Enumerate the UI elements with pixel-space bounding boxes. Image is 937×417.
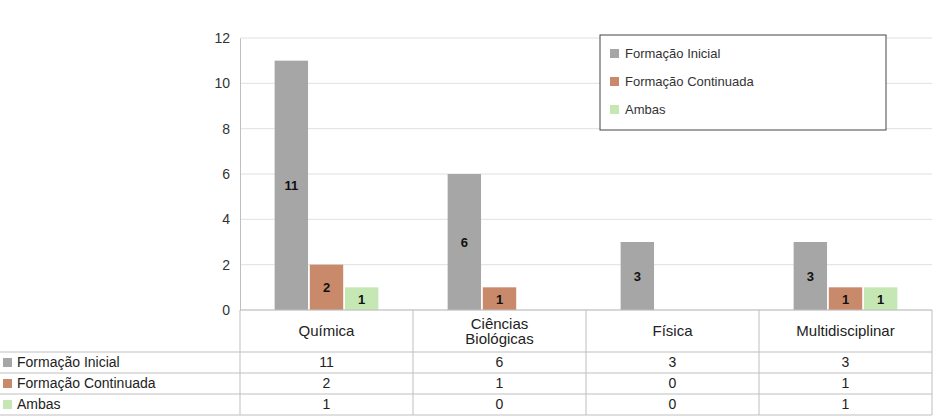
data-label: 1 [496, 292, 503, 307]
x-tick-label: Química [299, 322, 356, 339]
data-table: Química CiênciasBiológicas Física Multidisc… [0, 310, 932, 415]
bar [621, 242, 654, 310]
data-label: 1 [358, 292, 365, 307]
table-border [0, 394, 932, 395]
bar [345, 287, 378, 310]
table-cell: 1 [496, 375, 504, 391]
bar [794, 242, 827, 310]
y-axis: 0 2 4 6 8 10 12 [214, 30, 240, 318]
table-swatch [3, 400, 12, 409]
table-cell: 3 [842, 354, 850, 370]
data-label: 6 [461, 235, 468, 250]
table-border [759, 310, 760, 415]
table-row-label: Formação Inicial [17, 354, 120, 370]
legend-label: Formação Continuada [625, 74, 754, 89]
chart: 0246810121163321111Formação InicialForma… [0, 0, 937, 417]
y-tick: 2 [222, 257, 240, 273]
grid-line [240, 174, 932, 175]
table-border [0, 373, 932, 374]
table-cell: 0 [669, 396, 677, 412]
table-border [586, 310, 587, 415]
y-tick: 0 [222, 302, 240, 318]
table-swatch [3, 379, 12, 388]
x-tick-label: Multidisciplinar [796, 322, 894, 339]
legend-box [600, 35, 886, 130]
grid-line [240, 264, 932, 265]
table-border [932, 310, 933, 415]
y-tick-label: 12 [214, 30, 230, 46]
legend-swatch [610, 105, 619, 114]
table-border [240, 310, 241, 415]
y-tick: 10 [214, 75, 240, 91]
legend-label: Formação Inicial [625, 46, 720, 61]
bar [275, 61, 308, 310]
y-tick: 4 [222, 211, 240, 227]
table-cell: 3 [669, 354, 677, 370]
bar [310, 265, 343, 310]
bar [829, 287, 862, 310]
legend: Formação Inicial Formação Continuada Ambas [600, 35, 886, 130]
table-row-label: Ambas [17, 396, 61, 412]
data-label: 2 [323, 280, 330, 295]
data-label: 1 [877, 292, 884, 307]
table-cell: 6 [496, 354, 504, 370]
y-tick-label: 6 [222, 166, 230, 182]
y-axis-line [240, 39, 241, 311]
grid-line [240, 219, 932, 220]
table-cell: 1 [842, 396, 850, 412]
table-cell: 0 [496, 396, 504, 412]
y-tick-label: 8 [222, 121, 230, 137]
y-tick: 8 [222, 121, 240, 137]
legend-label: Ambas [625, 102, 666, 117]
bar [448, 174, 481, 310]
legend-swatch [610, 77, 619, 86]
table-cell: 2 [323, 375, 331, 391]
table-border [0, 415, 932, 416]
data-labels: 1163321111 [284, 178, 884, 306]
table-cell: 1 [323, 396, 331, 412]
table-row-label: Formação Continuada [17, 375, 156, 391]
y-tick-label: 10 [214, 75, 230, 91]
bar [864, 287, 897, 310]
data-label: 3 [634, 269, 641, 284]
table-cell: 0 [669, 375, 677, 391]
table-border [413, 310, 414, 415]
y-tick: 12 [214, 30, 240, 46]
legend-swatch [610, 49, 619, 58]
bar [483, 287, 516, 310]
y-tick: 6 [222, 166, 240, 182]
table-cell: 11 [319, 354, 334, 370]
y-tick-label: 4 [222, 211, 230, 227]
table-cell: 1 [842, 375, 850, 391]
y-tick-label: 0 [222, 302, 230, 318]
table-swatch [3, 358, 12, 367]
y-tick-label: 2 [222, 257, 230, 273]
x-tick-label: Física [652, 322, 693, 339]
data-label: 11 [284, 178, 298, 193]
table-border [0, 352, 932, 353]
data-label: 1 [842, 292, 849, 307]
x-tick-label: CiênciasBiológicas [465, 315, 533, 347]
data-label: 3 [807, 269, 814, 284]
